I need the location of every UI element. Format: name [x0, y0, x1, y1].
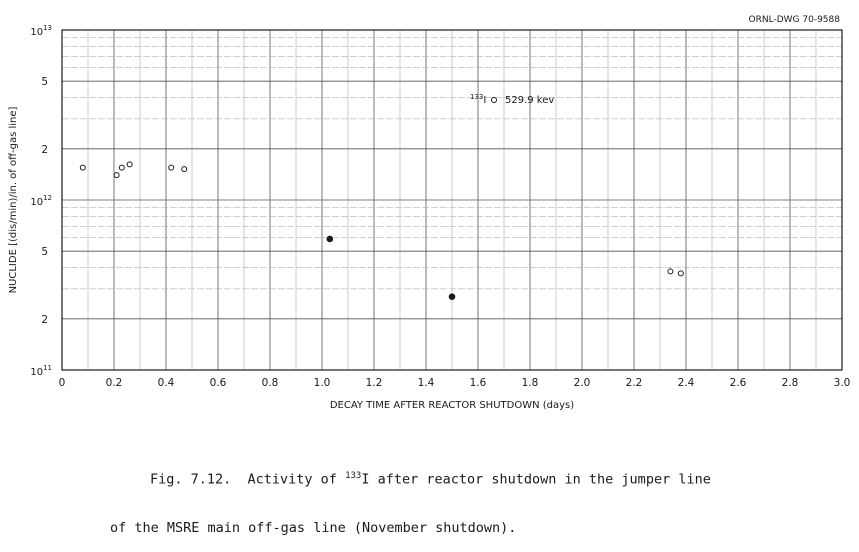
- x-tick-label: 2.0: [574, 377, 591, 389]
- x-tick-label: 1.8: [522, 377, 539, 389]
- data-point-open: [79, 164, 86, 171]
- annotation-sup: 133: [470, 93, 483, 101]
- x-tick-label: 0.4: [158, 377, 175, 389]
- x-tick-label: 1.6: [470, 377, 487, 389]
- tick-labels: 0 0.2 0.4 0.6 0.8 1.0 1.2 1.4 1.6 1.8 2.0 2.2 2.4 2.6…: [30, 24, 850, 389]
- x-tick-label: 3.0: [834, 377, 851, 389]
- y-tick-label: 2: [41, 144, 48, 156]
- data-point-open: [126, 161, 133, 168]
- y-tick-base: 10: [30, 27, 43, 38]
- drawing-number: ORNL-DWG 70-9588: [749, 15, 841, 25]
- data-point-open: [677, 270, 684, 277]
- plot-frame: [61, 29, 843, 371]
- data-points: [79, 161, 684, 300]
- caption-line-2: of the MSRE main off-gas line (November …: [110, 519, 517, 536]
- caption-suffix: I after reactor shutdown in the jumper l…: [361, 471, 711, 488]
- x-tick-label: 1.4: [418, 377, 435, 389]
- y-tick-label: 2: [41, 314, 48, 326]
- data-point-open: [667, 268, 674, 275]
- y-tick-label: 1012: [30, 194, 52, 208]
- y-tick-label: 5: [41, 246, 48, 258]
- chart-figure: ORNL-DWG 70-9588 0 0.2 0.4 0.6 0.8 1.0 1.2 1.4 1…: [8, 15, 850, 411]
- x-axis-label: DECAY TIME AFTER REACTOR SHUTDOWN (days): [330, 400, 574, 411]
- caption-line-1: Fig. 7.12. Activity of 133I after reacto…: [0, 468, 859, 488]
- data-point-open: [113, 172, 120, 179]
- y-tick-label: 5: [41, 76, 48, 88]
- annotation-energy: 529.9 kev: [505, 95, 554, 106]
- x-tick-label: 1.2: [366, 377, 383, 389]
- data-point-filled: [448, 293, 456, 300]
- data-point-filled: [326, 235, 334, 243]
- y-tick-exponent: 11: [43, 364, 52, 372]
- x-tick-label: 2.6: [730, 377, 747, 389]
- caption-prefix: Fig. 7.12. Activity of: [150, 471, 346, 488]
- chart-annotation: 133I: [470, 93, 486, 106]
- x-tick-label: 0.2: [106, 377, 123, 389]
- y-tick-base: 10: [30, 197, 43, 208]
- x-tick-label: 1.0: [314, 377, 331, 389]
- figure-caption: Fig. 7.12. Activity of 133I after reacto…: [0, 436, 859, 552]
- y-axis-label: NUCLIDE [(dis/min)/in. of off-gas line]: [8, 106, 19, 293]
- y-tick-exponent: 12: [43, 194, 52, 202]
- x-tick-label: 2.4: [678, 377, 695, 389]
- annotation-marker-icon: [491, 97, 497, 103]
- caption-superscript: 133: [345, 471, 362, 481]
- annotation-element: I: [483, 95, 486, 106]
- plot-grid: [61, 29, 843, 371]
- y-tick-exponent: 13: [43, 24, 52, 32]
- data-point-open: [118, 164, 125, 171]
- x-tick-label: 0.8: [262, 377, 279, 389]
- data-point-open: [181, 166, 188, 173]
- x-tick-label: 0.6: [210, 377, 227, 389]
- x-tick-label: 2.2: [626, 377, 643, 389]
- y-tick-label: 1013: [30, 24, 52, 38]
- y-tick-base: 10: [30, 367, 43, 378]
- data-point-open: [168, 164, 175, 171]
- x-tick-label: 2.8: [782, 377, 799, 389]
- y-tick-label: 1011: [30, 364, 52, 378]
- x-tick-label: 0: [59, 377, 66, 389]
